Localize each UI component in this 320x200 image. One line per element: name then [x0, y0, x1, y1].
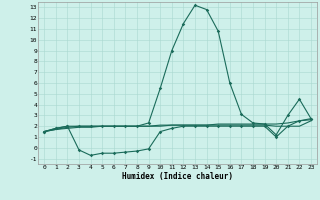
X-axis label: Humidex (Indice chaleur): Humidex (Indice chaleur) [122, 172, 233, 181]
